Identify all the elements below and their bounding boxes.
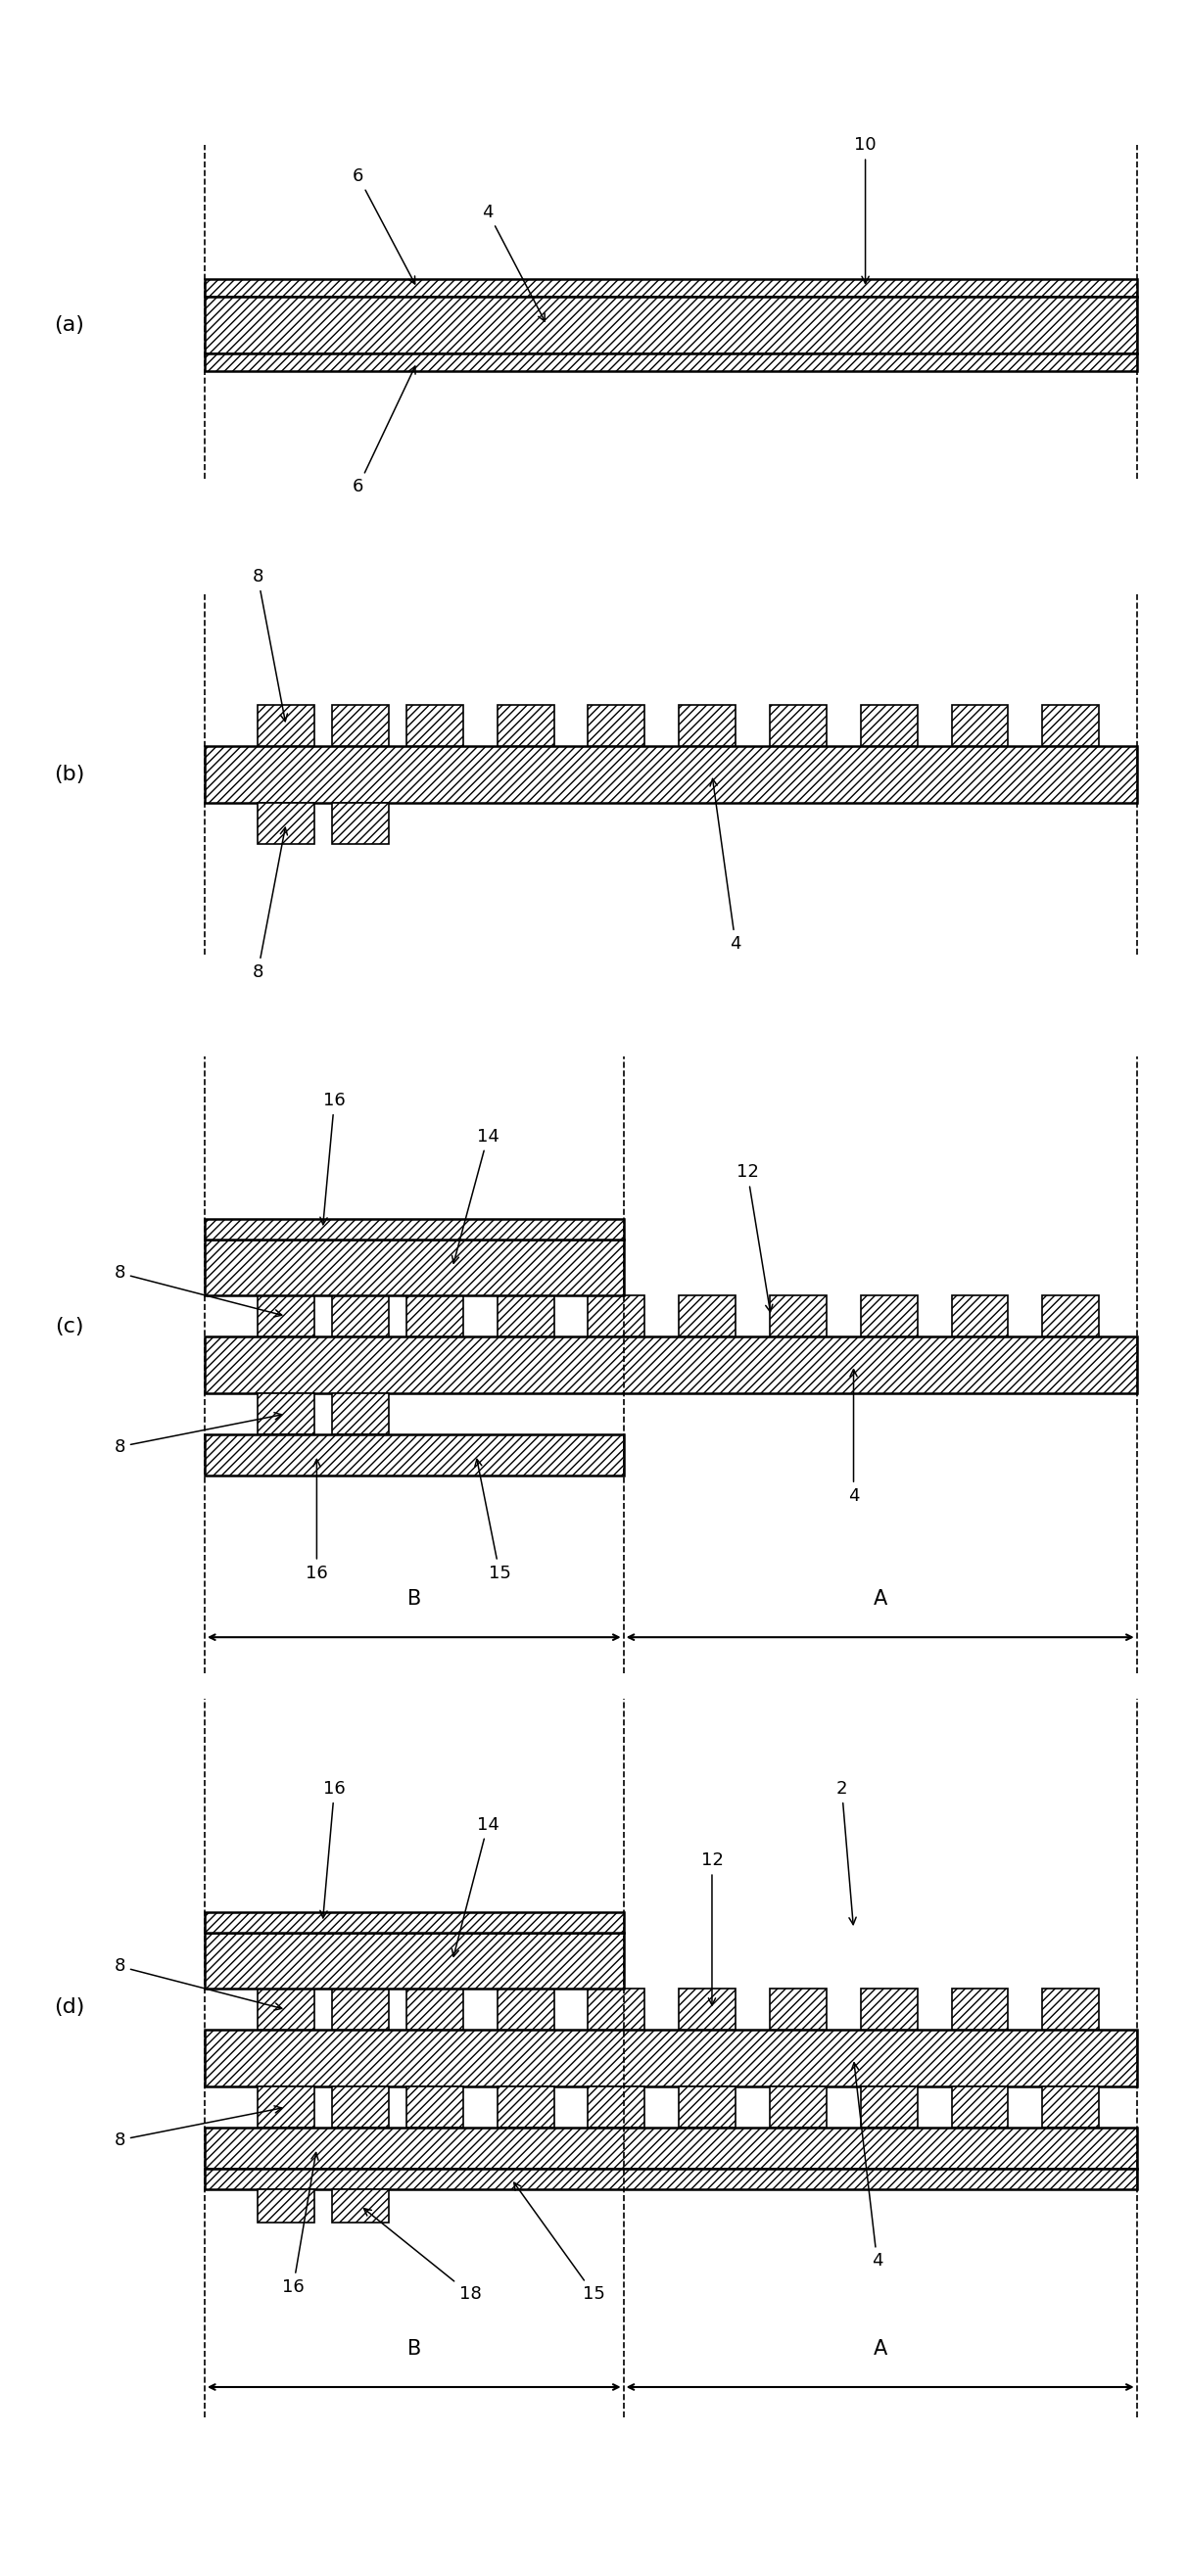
Bar [588,1296,645,1337]
Bar [204,1435,624,1476]
Text: (b): (b) [53,765,84,783]
Bar [1042,2087,1099,2128]
Text: 4: 4 [848,1370,859,1504]
Text: 4: 4 [710,778,741,953]
Bar [680,2087,735,2128]
Text: 16: 16 [305,1461,328,1582]
Bar [333,2190,388,2223]
Bar [204,278,1137,296]
Bar [204,1337,1137,1394]
Text: 8: 8 [114,1412,282,1455]
Text: 6: 6 [353,167,415,283]
Bar [204,353,1137,371]
Bar [770,706,827,747]
Bar [1042,1296,1099,1337]
Text: 16: 16 [320,1092,346,1224]
Text: 12: 12 [701,1852,723,2004]
Text: (d): (d) [53,1996,84,2017]
Bar [498,1989,554,2030]
Text: 8: 8 [114,2107,282,2148]
Text: (a): (a) [53,314,84,335]
Text: 8: 8 [252,567,287,721]
Text: A: A [873,2339,887,2360]
Bar [952,1296,1009,1337]
Bar [588,2087,645,2128]
Bar [258,2190,315,2223]
Text: 6: 6 [353,366,416,495]
Bar [498,706,554,747]
Text: 2: 2 [836,1780,857,1924]
Bar [204,2169,1137,2190]
Text: 15: 15 [475,1458,511,1582]
Bar [258,2087,315,2128]
Text: 16: 16 [320,1780,346,1919]
Bar [333,2087,388,2128]
Bar [498,1296,554,1337]
Bar [204,296,1137,353]
Text: B: B [407,2339,421,2360]
Bar [258,804,315,845]
Bar [588,1989,645,2030]
Bar [333,804,388,845]
Text: 8: 8 [252,827,287,981]
Bar [860,706,917,747]
Bar [204,2030,1137,2087]
Bar [204,1911,624,1932]
Bar [588,706,645,747]
Text: A: A [873,1589,887,1610]
Bar [680,706,735,747]
Bar [204,2128,1137,2169]
Text: 10: 10 [854,137,877,283]
Bar [258,1989,315,2030]
Bar [406,706,463,747]
Bar [952,706,1009,747]
Text: 8: 8 [114,1958,282,2009]
Bar [406,1296,463,1337]
Text: 14: 14 [451,1128,499,1262]
Bar [258,706,315,747]
Bar [1042,706,1099,747]
Bar [860,1989,917,2030]
Text: 16: 16 [282,2154,318,2295]
Text: 8: 8 [114,1265,282,1316]
Bar [952,1989,1009,2030]
Bar [204,747,1137,804]
Bar [333,1989,388,2030]
Bar [204,1239,624,1296]
Bar [770,1989,827,2030]
Text: 12: 12 [737,1164,772,1311]
Bar [406,1989,463,2030]
Bar [406,2087,463,2128]
Bar [1042,1989,1099,2030]
Bar [770,2087,827,2128]
Text: 4: 4 [852,2063,883,2269]
Bar [258,1296,315,1337]
Text: (c): (c) [55,1316,83,1337]
Bar [860,1296,917,1337]
Bar [333,1394,388,1435]
Bar [498,2087,554,2128]
Text: 18: 18 [364,2208,481,2303]
Bar [860,2087,917,2128]
Bar [204,1932,624,1989]
Text: 14: 14 [451,1816,499,1958]
Bar [680,1989,735,2030]
Text: B: B [407,1589,421,1610]
Bar [333,1296,388,1337]
Bar [680,1296,735,1337]
Bar [952,2087,1009,2128]
Bar [333,706,388,747]
Text: 15: 15 [514,2182,605,2303]
Bar [258,1394,315,1435]
Text: 4: 4 [482,204,545,322]
Bar [770,1296,827,1337]
Bar [204,1218,624,1239]
